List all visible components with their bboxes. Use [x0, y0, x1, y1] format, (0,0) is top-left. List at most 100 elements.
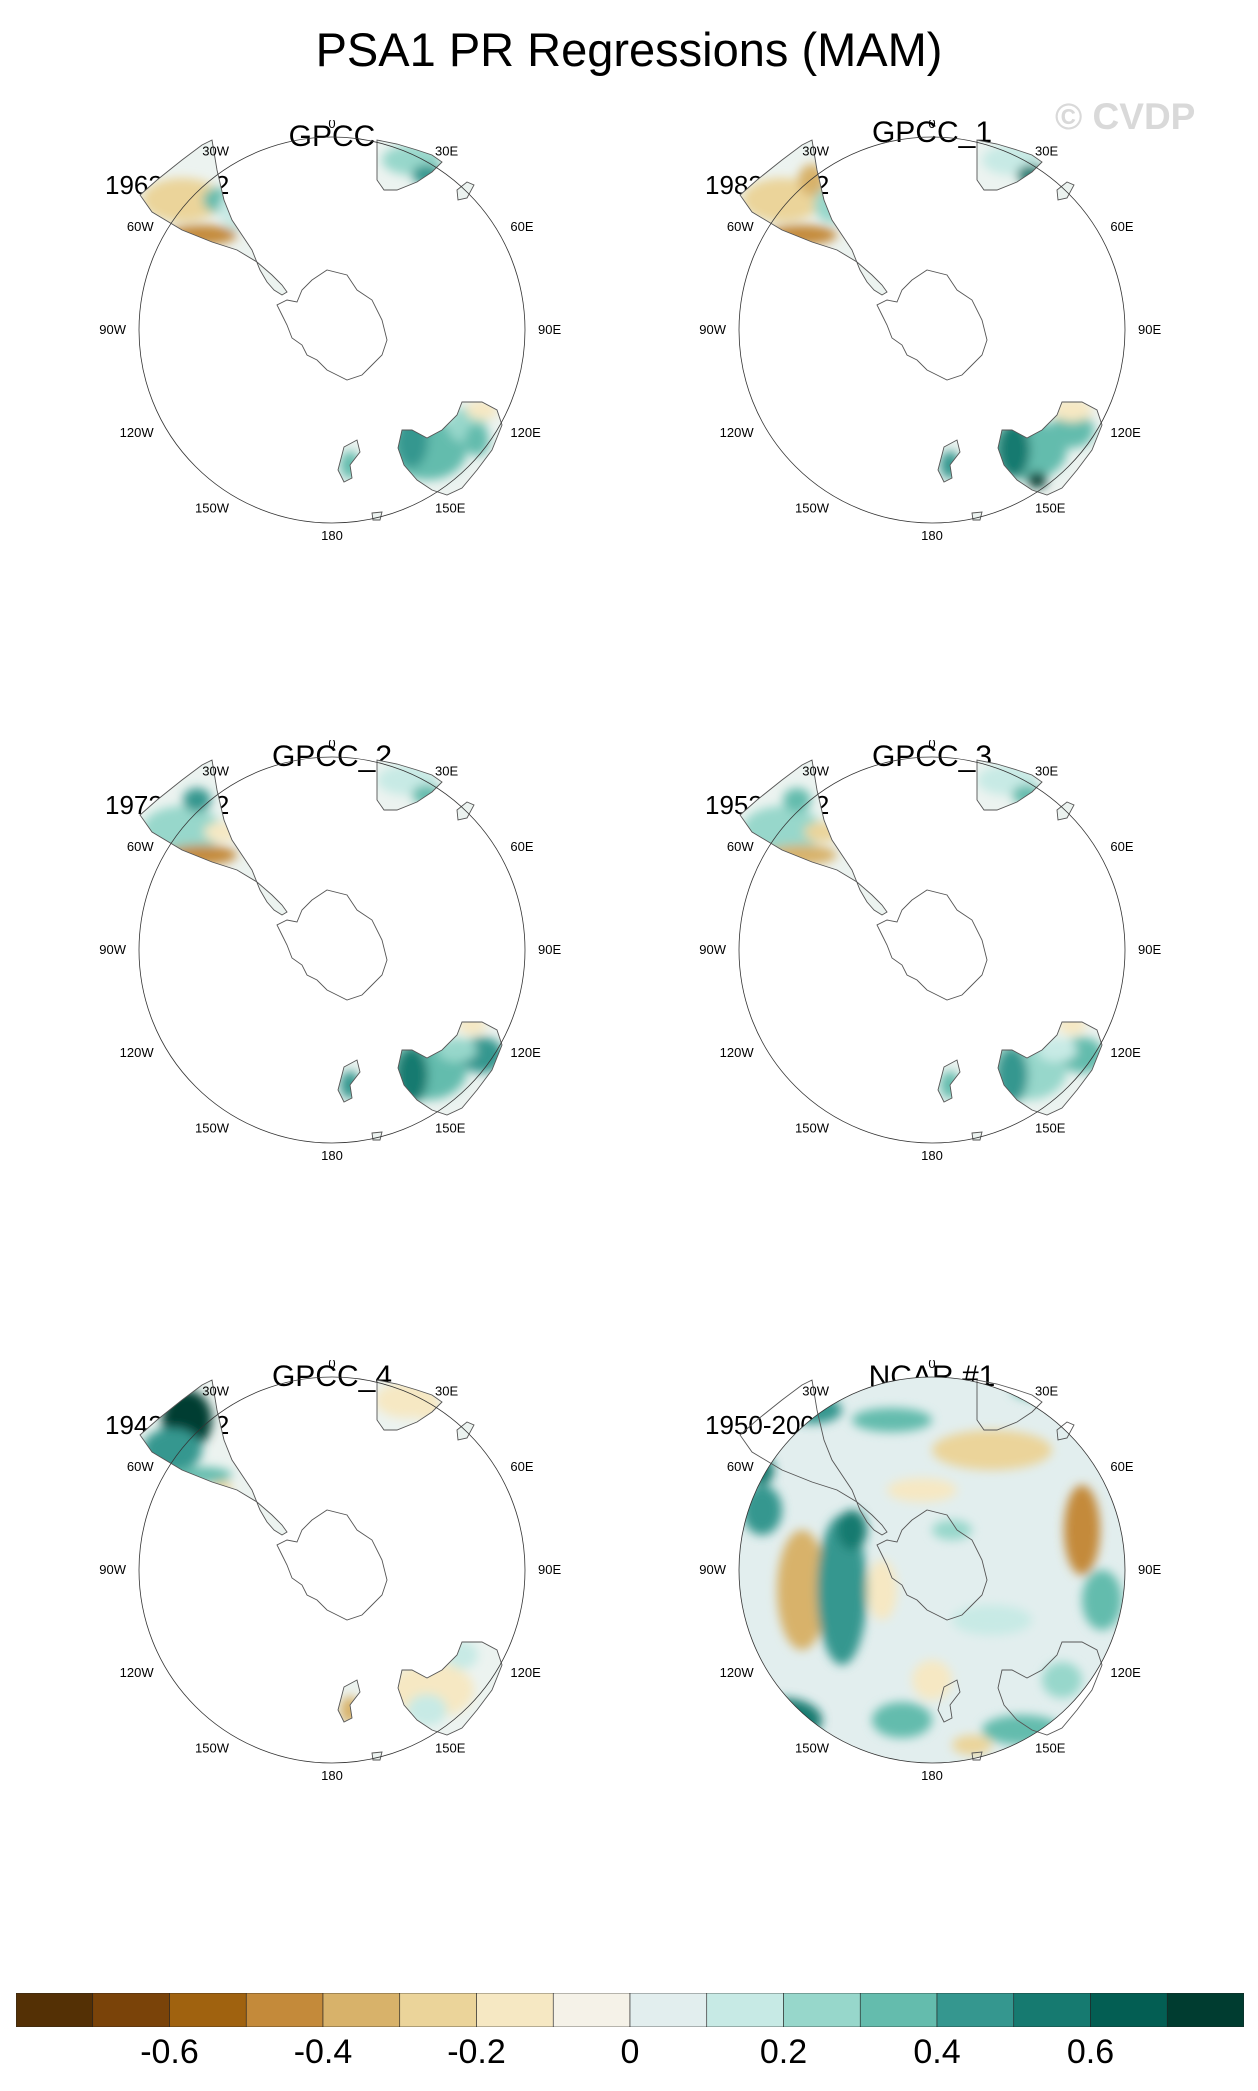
lon-label: 60W [127, 1459, 154, 1474]
lon-label: 90E [1138, 942, 1161, 957]
lon-label: 120W [720, 1045, 755, 1060]
anomaly-cell [466, 402, 498, 420]
lon-label: 30W [202, 1384, 229, 1399]
coastline-southAmerica [139, 139, 288, 296]
coastline-madagascar [456, 181, 475, 201]
panel-ncar-1: NCAR #1 1950-2005 0 30E 60E 90E 120E 150E 180 1… [632, 1360, 1232, 1980]
anomaly-cell [446, 1642, 478, 1669]
anomaly-cell [407, 1694, 447, 1726]
coastline-southAmerica [139, 1379, 288, 1536]
panel-title: GPCC_4 [271, 1360, 393, 1393]
lon-label: 0 [928, 120, 935, 131]
coastline-africa [376, 759, 443, 811]
coastline-tasmania [371, 1751, 383, 1761]
lon-label: 30W [802, 144, 829, 159]
lon-label: 120E [1110, 425, 1141, 440]
lon-label: 180 [921, 1148, 943, 1163]
lon-label: 180 [321, 1148, 343, 1163]
lon-label: 150W [795, 500, 830, 515]
lon-label: 0 [928, 1360, 935, 1371]
coastline-australia [997, 401, 1103, 496]
lon-label: 120W [120, 425, 155, 440]
lon-label: 90E [538, 1562, 561, 1577]
lon-label: 180 [321, 1768, 343, 1783]
lon-label: 150E [435, 1740, 466, 1755]
anomaly-cell [912, 1660, 952, 1700]
anomaly-cell [814, 187, 850, 223]
coastline-newZealand [937, 439, 961, 483]
lon-label: 90W [99, 322, 126, 337]
anomaly-cell [952, 1605, 1032, 1635]
polar-map: 0 30E 60E 90E 120E 150E 180 150W 120W 90W 60W 30W [99, 740, 561, 1163]
anomaly-cell [465, 424, 489, 456]
figure-title: PSA1 PR Regressions (MAM) [315, 23, 943, 76]
coastline-antarctica [876, 889, 988, 1001]
colorbar-swatch [92, 1993, 170, 2027]
colorbar-swatch [322, 1993, 401, 2027]
anomaly-cell [398, 412, 428, 468]
coastline-antarctica [876, 1509, 988, 1621]
coastline-newZealand [937, 1059, 961, 1103]
map-border [738, 136, 1126, 524]
anomaly-cell [1050, 412, 1094, 448]
anomaly-cell [782, 1396, 842, 1424]
anomaly-cell [204, 822, 240, 842]
lon-label: 0 [928, 740, 935, 751]
colorbar-swatch [1090, 1993, 1168, 2027]
anomaly-cell [932, 1430, 1052, 1470]
anomaly-cell [413, 1400, 441, 1420]
lon-label: 30E [1035, 1384, 1058, 1399]
colorbar-label: 0.6 [1066, 2033, 1115, 2071]
colorbar-label: 0.4 [913, 2033, 961, 2071]
lon-label: 150W [195, 1740, 230, 1755]
coastline-southAmerica [139, 759, 288, 916]
anomaly-cell [932, 1520, 972, 1540]
coastline-antarctica [276, 889, 388, 1001]
colorbar-swatch [1013, 1993, 1091, 2027]
coastline-australia [997, 1021, 1103, 1116]
lon-label: 30W [802, 1384, 829, 1399]
panel-gpcc-1: GPCC_1 1983-2022 030E60E90E120E150E18015… [632, 116, 1232, 736]
coastline-africa [376, 1379, 443, 1431]
lon-label: 90W [699, 322, 726, 337]
lon-label: 0 [328, 1360, 335, 1371]
anomaly-cell [777, 1530, 827, 1650]
polar-map: 0 30E 60E 90E 120E 150E 180 150W 120W 90W 60W 30W [699, 1360, 1161, 1783]
watermark: © CVDP [1055, 96, 1196, 137]
anomaly-cell [783, 788, 811, 812]
coastline-antarctica [876, 269, 988, 381]
colorbar-swatch [706, 1993, 784, 2027]
lon-label: 150W [195, 1120, 230, 1135]
field-background [739, 1377, 1125, 1763]
lon-label: 120E [1110, 1665, 1141, 1680]
colorbar-swatch [936, 1993, 1015, 2027]
lon-label: 60W [727, 219, 754, 234]
coastline-newZealand [337, 1679, 361, 1723]
colorbar-swatch [859, 1993, 938, 2027]
lon-label: 150W [195, 500, 230, 515]
coastline-africa [976, 139, 1043, 191]
lon-label: 180 [921, 528, 943, 543]
panel-title: GPCC_3 [871, 740, 993, 773]
lon-label: 60W [727, 839, 754, 854]
colorbar-swatch [552, 1993, 631, 2027]
anomaly-cell [167, 225, 237, 245]
lon-label: 90W [699, 1562, 726, 1577]
lon-label: 60E [1110, 1459, 1133, 1474]
lon-label: 120W [720, 1665, 755, 1680]
lon-label: 120W [120, 1045, 155, 1060]
panel-gpcc-3: GPCC_3 1953-2022 030E60E90E120E150E18015… [632, 740, 1232, 1360]
lon-label: 60E [510, 839, 533, 854]
lon-label: 150E [1035, 500, 1066, 515]
lon-label: 60E [510, 1459, 533, 1474]
coastline-newZealand [337, 439, 361, 483]
polar-map: 0 30E 60E 90E 120E 150E 180 150W 120W 90W 60W 30W [699, 120, 1161, 543]
colorbar-swatch [169, 1993, 247, 2027]
colorbar-label: -0.6 [140, 2033, 199, 2071]
anomaly-cell [804, 822, 840, 842]
coastline-tasmania [971, 1131, 983, 1141]
lon-label: 30W [802, 764, 829, 779]
map-border [138, 756, 526, 1144]
lon-label: 60E [510, 219, 533, 234]
lon-label: 30E [435, 764, 458, 779]
